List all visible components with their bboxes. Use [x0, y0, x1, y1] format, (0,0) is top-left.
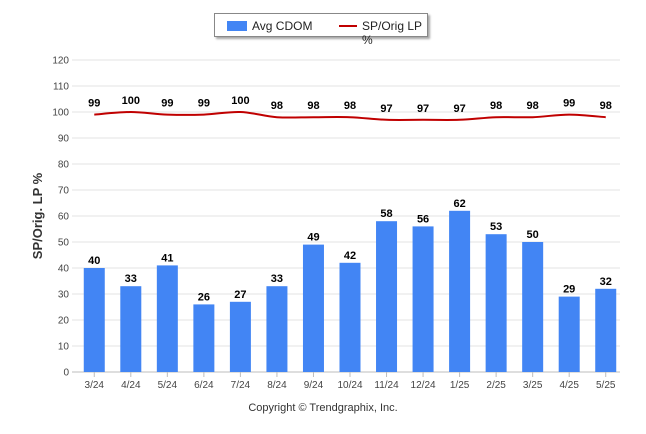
y-tick-label: 50 — [58, 238, 70, 249]
bar-avg-cdom — [193, 304, 215, 372]
legend-swatch-sp-orig-lp — [339, 25, 357, 27]
x-tick-label: 12/24 — [411, 380, 436, 391]
line-value-label: 97 — [417, 103, 429, 115]
bar-avg-cdom — [522, 242, 544, 372]
y-tick-label: 30 — [58, 290, 70, 301]
bar-avg-cdom — [229, 301, 251, 372]
bar-value-label: 29 — [563, 284, 575, 296]
bar-value-label: 33 — [125, 273, 137, 285]
x-tick-label: 7/24 — [231, 380, 251, 391]
bar-value-label: 32 — [600, 276, 612, 288]
copyright-footer: Copyright © Trendgraphix, Inc. — [248, 402, 398, 414]
line-value-label: 99 — [161, 98, 173, 110]
bar-avg-cdom — [266, 286, 288, 372]
bar-value-label: 53 — [490, 221, 502, 233]
bar-value-label: 41 — [161, 252, 173, 264]
y-axis-title: SP/Orig. LP % — [30, 172, 45, 259]
legend-label-sp-orig-lp: SP/Orig LP % — [362, 19, 422, 47]
bar-value-label: 33 — [271, 273, 283, 285]
y-tick-label: 110 — [53, 82, 69, 93]
line-value-label: 98 — [271, 100, 283, 112]
bar-value-label: 56 — [417, 213, 429, 225]
y-tick-label: 70 — [58, 186, 70, 197]
line-value-label: 100 — [231, 95, 249, 107]
line-value-label: 100 — [122, 95, 140, 107]
bar-value-label: 58 — [380, 208, 392, 220]
y-tick-label: 120 — [52, 56, 69, 67]
x-tick-label: 5/25 — [596, 380, 616, 391]
y-tick-label: 0 — [63, 368, 69, 379]
bar-value-label: 26 — [198, 291, 210, 303]
chart-legend: Avg CDOM SP/Orig LP % — [214, 13, 428, 47]
legend-label-avg-cdom: Avg CDOM — [252, 19, 313, 33]
bar-value-label: 49 — [307, 232, 319, 244]
bar-avg-cdom — [339, 262, 361, 372]
line-value-label: 98 — [490, 100, 502, 112]
bar-value-label: 62 — [453, 198, 465, 210]
x-tick-label: 2/25 — [486, 380, 506, 391]
bar-avg-cdom — [412, 226, 434, 372]
bar-avg-cdom — [485, 234, 507, 372]
y-tick-label: 40 — [58, 264, 70, 275]
bar-value-label: 40 — [88, 255, 100, 267]
y-tick-label: 60 — [58, 212, 70, 223]
bar-value-label: 42 — [344, 250, 356, 262]
bar-avg-cdom — [120, 286, 142, 372]
line-value-label: 97 — [380, 103, 392, 115]
line-value-label: 98 — [527, 100, 539, 112]
line-value-label: 98 — [600, 100, 612, 112]
x-tick-label: 6/24 — [194, 380, 214, 391]
bar-avg-cdom — [302, 244, 324, 372]
x-tick-label: 4/24 — [121, 380, 141, 391]
x-tick-label: 11/24 — [374, 380, 399, 391]
x-tick-label: 5/24 — [158, 380, 178, 391]
x-tick-label: 3/25 — [523, 380, 543, 391]
x-tick-label: 1/25 — [450, 380, 470, 391]
y-tick-label: 10 — [58, 342, 70, 353]
x-tick-label: 3/24 — [85, 380, 105, 391]
line-value-label: 99 — [88, 98, 100, 110]
bar-avg-cdom — [376, 221, 398, 372]
y-tick-label: 20 — [58, 316, 70, 327]
y-tick-label: 90 — [58, 134, 70, 145]
bar-avg-cdom — [83, 268, 105, 372]
bar-avg-cdom — [156, 265, 178, 372]
x-tick-label: 4/25 — [559, 380, 579, 391]
x-tick-label: 10/24 — [337, 380, 362, 391]
line-value-label: 99 — [563, 98, 575, 110]
bar-avg-cdom — [558, 296, 580, 372]
line-value-label: 97 — [453, 103, 465, 115]
bar-avg-cdom — [595, 288, 617, 372]
line-value-label: 98 — [307, 100, 319, 112]
bar-value-label: 27 — [234, 289, 246, 301]
y-tick-label: 100 — [52, 108, 69, 119]
y-tick-label: 80 — [58, 160, 70, 171]
x-tick-label: 8/24 — [267, 380, 287, 391]
line-value-label: 98 — [344, 100, 356, 112]
legend-swatch-avg-cdom — [227, 21, 247, 31]
line-sp-orig-lp — [94, 110, 606, 121]
line-value-label: 99 — [198, 98, 210, 110]
bar-value-label: 50 — [527, 229, 539, 241]
x-tick-label: 9/24 — [304, 380, 324, 391]
bar-avg-cdom — [449, 210, 471, 372]
